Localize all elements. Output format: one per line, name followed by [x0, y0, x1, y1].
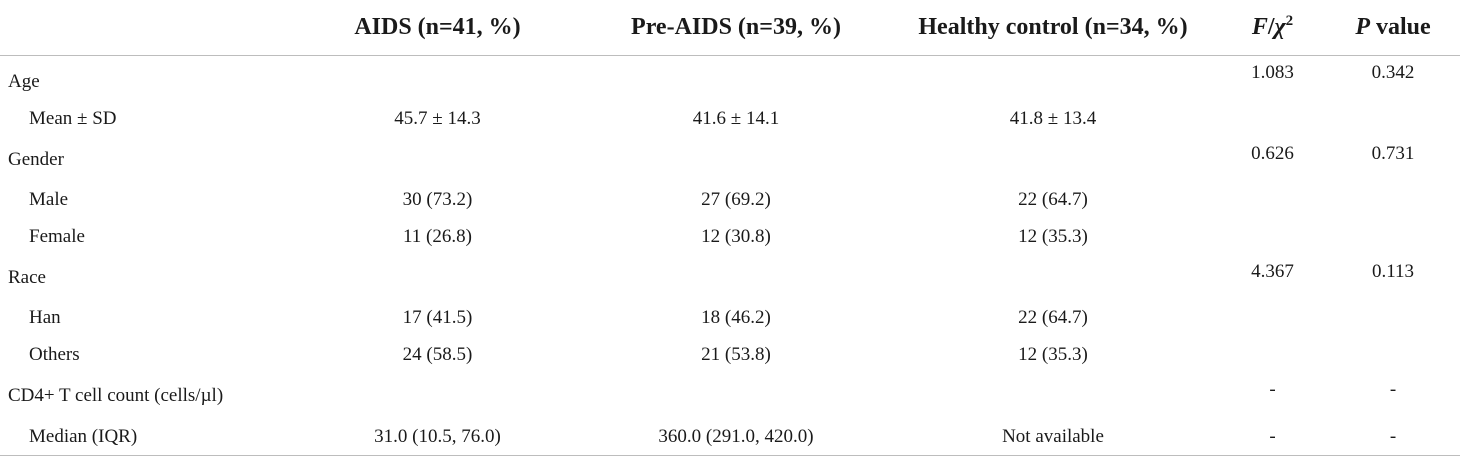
- cell-p-value: -: [1326, 417, 1460, 456]
- table-row: Han 17 (41.5) 18 (46.2) 22 (64.7): [0, 299, 1460, 336]
- cell-p-value: [1326, 336, 1460, 373]
- cell-stat: [1219, 218, 1326, 255]
- table-row: Others 24 (58.5) 21 (53.8) 12 (35.3): [0, 336, 1460, 373]
- cell-control: Not available: [887, 417, 1219, 456]
- cell-stat: 0.626: [1251, 143, 1294, 164]
- cell-stat: [1219, 100, 1326, 137]
- cell-p-value: [1326, 299, 1460, 336]
- cell-aids: 17 (41.5): [402, 307, 473, 328]
- row-label: Han: [29, 307, 61, 328]
- cell-control: [887, 56, 1219, 101]
- cell-control: 41.8 ± 13.4: [1009, 108, 1097, 129]
- header-healthy-control: Healthy control (n=34, %): [887, 0, 1219, 56]
- cell-p-value: 0.342: [1371, 62, 1415, 83]
- cell-p-value: [1326, 181, 1460, 218]
- cell-aids: 24 (58.5): [402, 344, 473, 365]
- cell-control: [887, 373, 1219, 417]
- header-aids: AIDS (n=41, %): [290, 0, 585, 56]
- table-row: Male 30 (73.2) 27 (69.2) 22 (64.7): [0, 181, 1460, 218]
- row-label: Gender: [8, 148, 64, 170]
- row-label: Mean ± SD: [29, 108, 117, 129]
- table-row: Median (IQR) 31.0 (10.5, 76.0) 360.0 (29…: [0, 417, 1460, 456]
- cell-control: 22 (64.7): [1018, 307, 1088, 328]
- table-row: CD4+ T cell count (cells/µl) - -: [0, 373, 1460, 417]
- row-label: Male: [29, 189, 69, 210]
- cell-control: 12 (35.3): [1018, 226, 1088, 247]
- slash-symbol: /: [1267, 14, 1275, 40]
- cell-pre-aids: 41.6 ± 14.1: [692, 108, 780, 129]
- chi-symbol: χ: [1274, 14, 1286, 40]
- row-label: Female: [29, 226, 85, 247]
- cell-control: [887, 137, 1219, 181]
- cell-stat: [1219, 336, 1326, 373]
- cell-stat: -: [1269, 379, 1276, 400]
- cell-p-value: [1326, 218, 1460, 255]
- cell-pre-aids: [585, 373, 887, 417]
- cell-aids: [290, 56, 585, 101]
- p-symbol: P: [1355, 14, 1370, 40]
- cell-pre-aids: 12 (30.8): [701, 226, 771, 247]
- cell-stat: 4.367: [1251, 261, 1294, 282]
- cell-pre-aids: 18 (46.2): [701, 307, 771, 328]
- cell-pre-aids: [585, 137, 887, 181]
- cell-aids: [290, 373, 585, 417]
- cell-p-value: 0.113: [1371, 261, 1415, 282]
- row-label: Race: [8, 266, 46, 288]
- row-label: Others: [29, 344, 80, 365]
- cell-stat: 1.083: [1251, 62, 1294, 83]
- header-pre-aids: Pre-AIDS (n=39, %): [585, 0, 887, 56]
- p-value-word: value: [1370, 14, 1431, 40]
- cell-control: 12 (35.3): [1018, 344, 1088, 365]
- f-symbol: F: [1251, 14, 1268, 40]
- header-row: AIDS (n=41, %) Pre-AIDS (n=39, %) Health…: [0, 0, 1460, 56]
- cell-stat: -: [1219, 417, 1326, 456]
- cell-pre-aids: 27 (69.2): [701, 189, 771, 210]
- cell-control: [887, 255, 1219, 299]
- cell-p-value: [1326, 100, 1460, 137]
- row-label: Age: [8, 71, 40, 92]
- cell-stat: [1219, 299, 1326, 336]
- cell-p-value: -: [1389, 379, 1397, 400]
- table-row: Gender 0.626 0.731: [0, 137, 1460, 181]
- cell-aids: 11 (26.8): [403, 226, 472, 247]
- cell-aids: 31.0 (10.5, 76.0): [290, 417, 585, 456]
- table-row: Female 11 (26.8) 12 (30.8) 12 (35.3): [0, 218, 1460, 255]
- superscript-two: 2: [1285, 13, 1294, 29]
- table-row: Age 1.083 0.342: [0, 56, 1460, 101]
- cell-stat: [1219, 181, 1326, 218]
- row-label: CD4+ T cell count (cells/µl): [8, 384, 224, 406]
- cell-aids: 30 (73.2): [402, 189, 473, 210]
- header-f-chi-square: F/χ2: [1219, 0, 1326, 56]
- cell-pre-aids: [585, 255, 887, 299]
- cell-aids: [290, 255, 585, 299]
- header-p-value: P value: [1326, 0, 1460, 56]
- table-row: Race 4.367 0.113: [0, 255, 1460, 299]
- header-blank: [0, 0, 290, 56]
- cell-p-value: 0.731: [1371, 143, 1415, 164]
- cell-pre-aids: 21 (53.8): [701, 344, 771, 365]
- cell-aids: [290, 137, 585, 181]
- cell-pre-aids: 360.0 (291.0, 420.0): [585, 417, 887, 456]
- row-label: Median (IQR): [0, 417, 290, 456]
- cell-control: 22 (64.7): [1018, 189, 1088, 210]
- cell-aids: 45.7 ± 14.3: [394, 108, 481, 129]
- table-row: Mean ± SD 45.7 ± 14.3 41.6 ± 14.1 41.8 ±…: [0, 100, 1460, 137]
- cell-pre-aids: [585, 56, 887, 101]
